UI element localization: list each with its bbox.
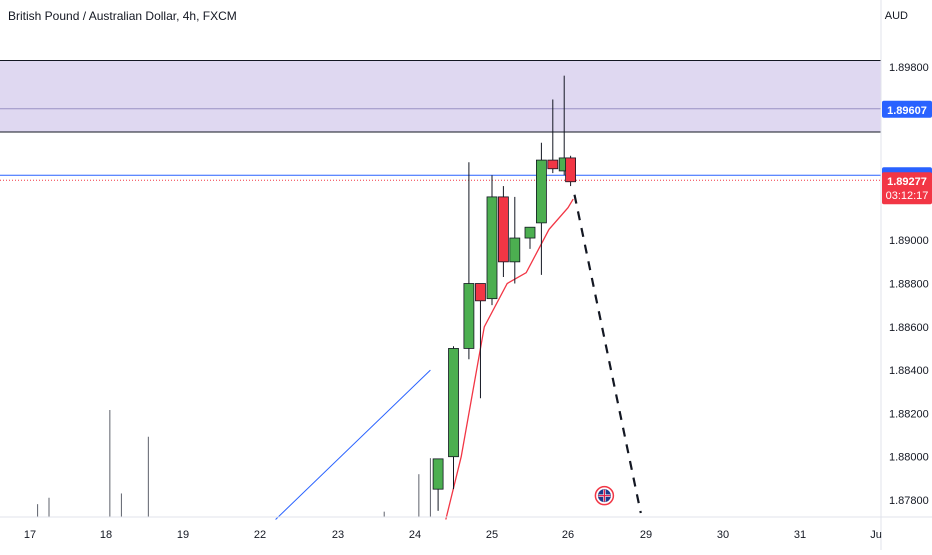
x-tick-label-6: 25 bbox=[486, 529, 498, 541]
price-label-box-2 bbox=[882, 172, 932, 205]
candle-body-6 bbox=[509, 237, 521, 263]
candle-body-0 bbox=[432, 458, 444, 490]
candle-body-4 bbox=[486, 196, 498, 300]
candle-body-8 bbox=[536, 159, 547, 224]
x-tick-label-8: 29 bbox=[640, 529, 652, 541]
x-tick-label-5: 24 bbox=[409, 529, 421, 541]
x-tick-label-10: 31 bbox=[794, 529, 806, 541]
x-tick-label-11: Ju bbox=[870, 529, 882, 541]
candle-body-7 bbox=[524, 226, 536, 239]
x-tick-label-9: 30 bbox=[717, 529, 729, 541]
x-tick-label-7: 26 bbox=[562, 529, 574, 541]
x-tick-label-0: 17 bbox=[24, 529, 36, 541]
uk-flag-icon[interactable] bbox=[594, 485, 615, 506]
candle-body-5 bbox=[497, 196, 509, 263]
trendline bbox=[275, 369, 431, 520]
y-tick-label-3: 1.88400 bbox=[889, 365, 929, 377]
candle-body-3 bbox=[475, 283, 486, 302]
candle-body-11 bbox=[565, 157, 576, 183]
price-label-box-0 bbox=[882, 100, 932, 118]
y-tick-label-7: 1.89800 bbox=[889, 62, 929, 74]
y-tick-label-0: 1.87800 bbox=[889, 495, 929, 507]
projection-line bbox=[573, 194, 642, 514]
axis-currency-label: AUD bbox=[884, 10, 908, 22]
y-tick-label-2: 1.88200 bbox=[889, 408, 929, 420]
y-tick-label-6: 1.89000 bbox=[889, 235, 929, 247]
y-tick-label-4: 1.88600 bbox=[889, 322, 929, 334]
candle-body-1 bbox=[448, 348, 459, 458]
resistance-zone bbox=[0, 60, 881, 132]
price-label-0: 1.89607 bbox=[887, 105, 927, 117]
candle-body-2 bbox=[463, 283, 475, 349]
x-tick-label-4: 23 bbox=[332, 529, 344, 541]
y-tick-label-1: 1.88000 bbox=[889, 452, 929, 464]
x-tick-label-1: 18 bbox=[100, 529, 112, 541]
candle-body-9 bbox=[547, 159, 559, 170]
price-label-2: 1.89277 bbox=[887, 176, 927, 188]
x-tick-label-2: 19 bbox=[177, 529, 189, 541]
countdown-label: 03:12:17 bbox=[886, 190, 929, 202]
y-tick-label-5: 1.88800 bbox=[889, 279, 929, 291]
moving-average-line bbox=[445, 198, 574, 520]
x-tick-label-3: 22 bbox=[254, 529, 266, 541]
chart-title: British Pound / Australian Dollar, 4h, F… bbox=[8, 9, 237, 23]
